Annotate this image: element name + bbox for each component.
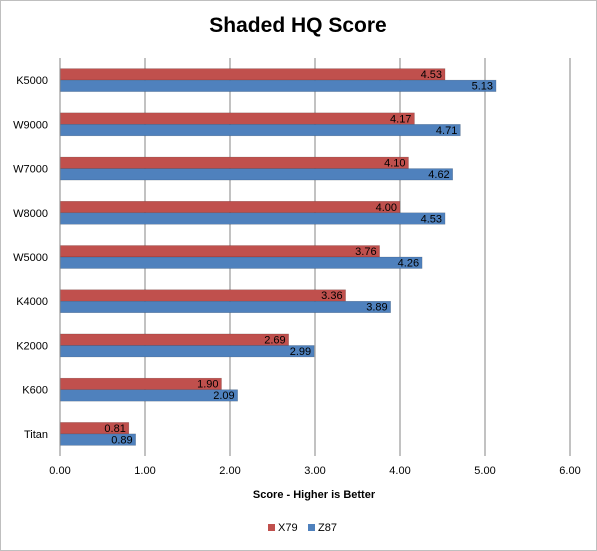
category-label: Titan <box>24 429 48 441</box>
x-tick-label: 1.00 <box>134 465 155 477</box>
bar-x79 <box>59 112 415 125</box>
bars-group <box>59 68 497 446</box>
legend: X79 Z87 <box>268 522 337 534</box>
category-label: K2000 <box>16 340 48 352</box>
category-label: W8000 <box>13 208 48 220</box>
x-axis-ticks: 0.00 1.00 2.00 3.00 4.00 5.00 6.00 <box>49 465 580 477</box>
data-label: 3.89 <box>366 302 387 314</box>
x-tick-label: 4.00 <box>389 465 410 477</box>
bar-z87 <box>59 124 461 137</box>
bar-z87 <box>59 79 497 92</box>
x-tick-label: 0.00 <box>49 465 70 477</box>
data-label: 0.89 <box>111 434 132 446</box>
bar-x79 <box>59 156 409 169</box>
data-label: 2.99 <box>290 346 311 358</box>
legend-label: X79 <box>278 522 298 534</box>
bar-z87 <box>59 300 391 313</box>
bar-z87 <box>59 345 315 358</box>
x-tick-label: 6.00 <box>559 465 580 477</box>
data-label: 3.36 <box>321 290 342 302</box>
data-label: 4.62 <box>428 169 449 181</box>
legend-swatch-z87 <box>308 524 315 531</box>
bar-x79 <box>59 68 446 81</box>
category-label: K600 <box>22 385 48 397</box>
category-label: K4000 <box>16 296 48 308</box>
bar-z87 <box>59 256 423 269</box>
data-label: 5.13 <box>472 81 493 93</box>
data-label: 4.17 <box>390 113 411 125</box>
data-label: 4.10 <box>384 158 405 170</box>
category-label: W7000 <box>13 164 48 176</box>
data-label: 2.69 <box>264 334 285 346</box>
chart-title: Shaded HQ Score <box>209 14 386 37</box>
x-tick-label: 2.00 <box>219 465 240 477</box>
category-label: K5000 <box>16 75 48 87</box>
data-label: 2.09 <box>213 390 234 402</box>
category-label: W9000 <box>13 119 48 131</box>
x-tick-label: 3.00 <box>304 465 325 477</box>
data-label: 4.53 <box>421 69 442 81</box>
y-axis-categories: K5000 W9000 W7000 W8000 W5000 K4000 K2000 K600 T… <box>13 75 48 441</box>
category-label: W5000 <box>13 252 48 264</box>
data-label: 4.26 <box>398 258 419 270</box>
bar-z87 <box>59 168 453 181</box>
bar-x79 <box>59 333 289 346</box>
data-label: 4.53 <box>421 213 442 225</box>
bar-x79 <box>59 201 401 214</box>
data-label: 0.81 <box>104 423 125 435</box>
legend-label: Z87 <box>318 522 337 534</box>
data-labels: 4.53 5.13 4.17 4.71 4.10 4.62 4.00 4.53 3.76 4.26… <box>104 69 493 446</box>
bar-z87 <box>59 212 446 225</box>
x-axis-title: Score - Higher is Better <box>253 489 376 501</box>
bar-x79 <box>59 245 380 258</box>
legend-swatch-x79 <box>268 524 275 531</box>
data-label: 4.00 <box>376 202 397 214</box>
bar-x79 <box>59 289 346 302</box>
x-tick-label: 5.00 <box>474 465 495 477</box>
bar-z87 <box>59 389 238 402</box>
data-label: 1.90 <box>197 379 218 391</box>
data-label: 3.76 <box>355 246 376 258</box>
data-label: 4.71 <box>436 125 457 137</box>
